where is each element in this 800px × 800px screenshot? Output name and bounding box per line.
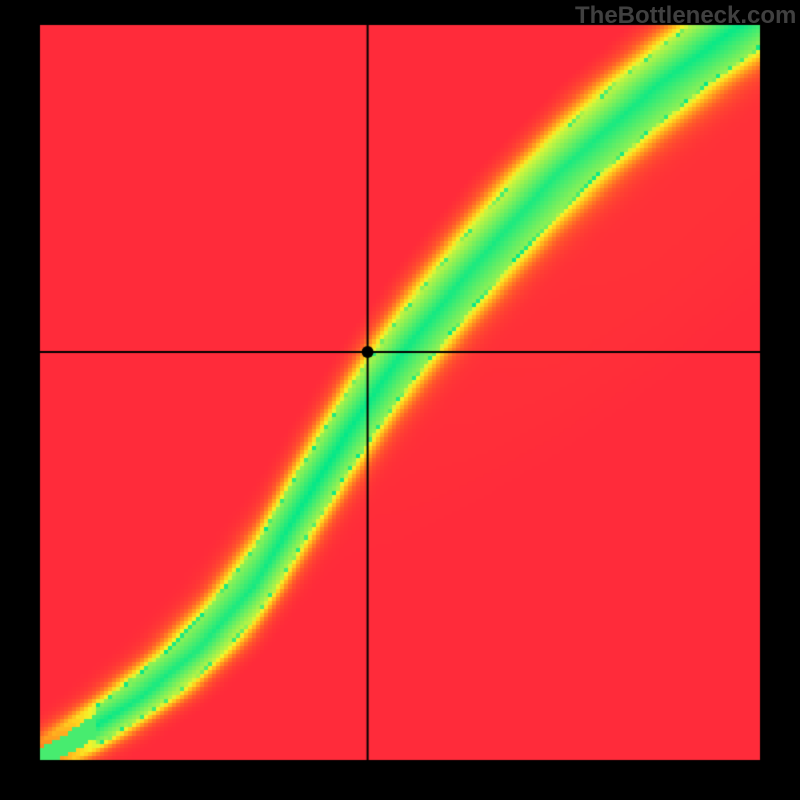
heatmap-canvas: [0, 0, 800, 800]
watermark-text: TheBottleneck.com: [575, 2, 796, 30]
